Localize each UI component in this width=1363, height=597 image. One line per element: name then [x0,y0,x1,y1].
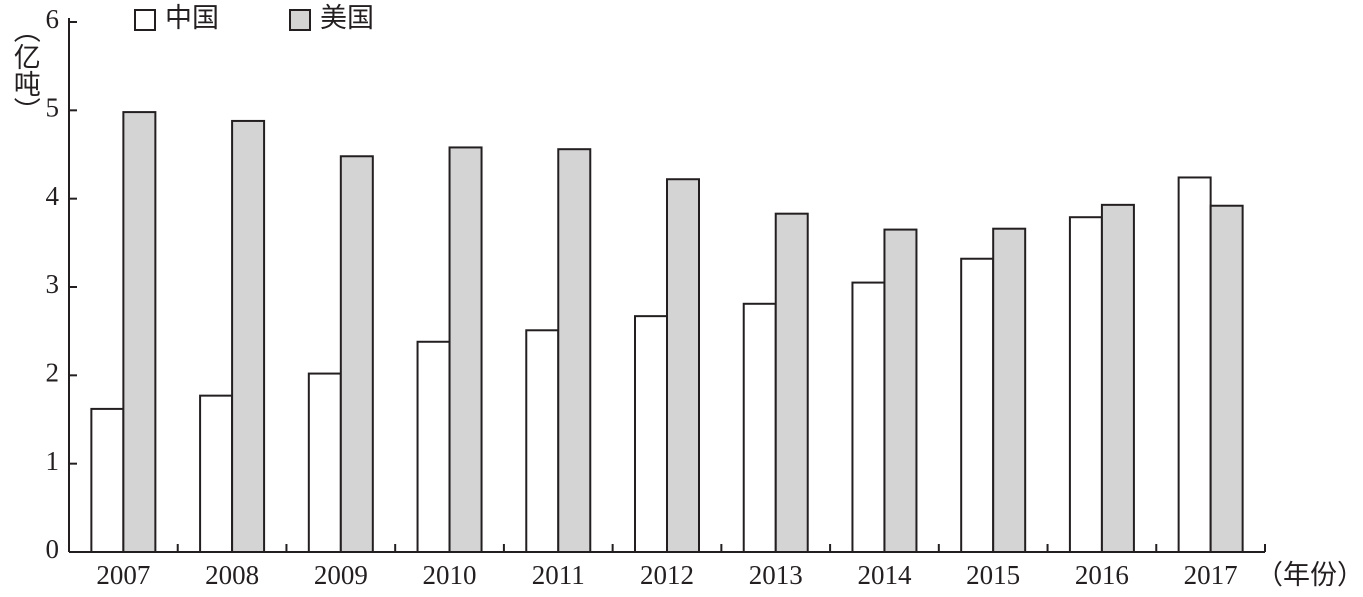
x-tick-label: 2007 [96,560,150,590]
bar [851,281,886,553]
bar [1100,203,1135,553]
bar [992,227,1027,553]
legend-swatch [134,9,156,31]
legend-swatch [289,9,311,31]
legend-label: 中国 [165,3,219,33]
bar [199,394,234,553]
bar [122,111,157,553]
x-tick-label: 2010 [423,560,477,590]
bar [1177,176,1212,553]
y-tick-label: 6 [46,4,60,34]
x-tick-label: 2014 [857,560,912,590]
bar [742,302,777,553]
x-tick-label: 2012 [640,560,694,590]
legend-label: 美国 [320,3,374,33]
x-tick-label: 2011 [532,560,585,590]
bar [557,148,592,553]
bar [416,340,451,553]
bar [883,228,918,553]
bar [774,212,809,554]
bar [525,329,560,553]
x-tick-label: 2015 [966,560,1020,590]
x-tick-label: 2017 [1184,560,1238,590]
y-tick-label: 4 [46,181,60,211]
y-tick-label: 0 [46,534,60,564]
bar [634,315,668,553]
x-tick-label: 2008 [205,560,259,590]
bar [231,119,266,554]
bar [448,146,483,554]
y-tick-label: 1 [46,446,60,476]
y-tick-label: 3 [46,269,60,299]
x-axis-label: （年份） [1256,560,1363,590]
bar [1068,216,1103,553]
bar [90,407,125,553]
bar [666,178,700,553]
y-tick-label: 5 [46,93,60,123]
x-tick-label: 2013 [749,560,803,590]
y-axis-label: （亿吨） [10,16,41,124]
bar [339,155,374,553]
bar [307,372,342,554]
x-tick-label: 2016 [1075,560,1129,590]
x-tick-label: 2009 [314,560,368,590]
bar [960,257,995,553]
y-tick-label: 2 [46,358,60,388]
bar [1209,204,1244,553]
